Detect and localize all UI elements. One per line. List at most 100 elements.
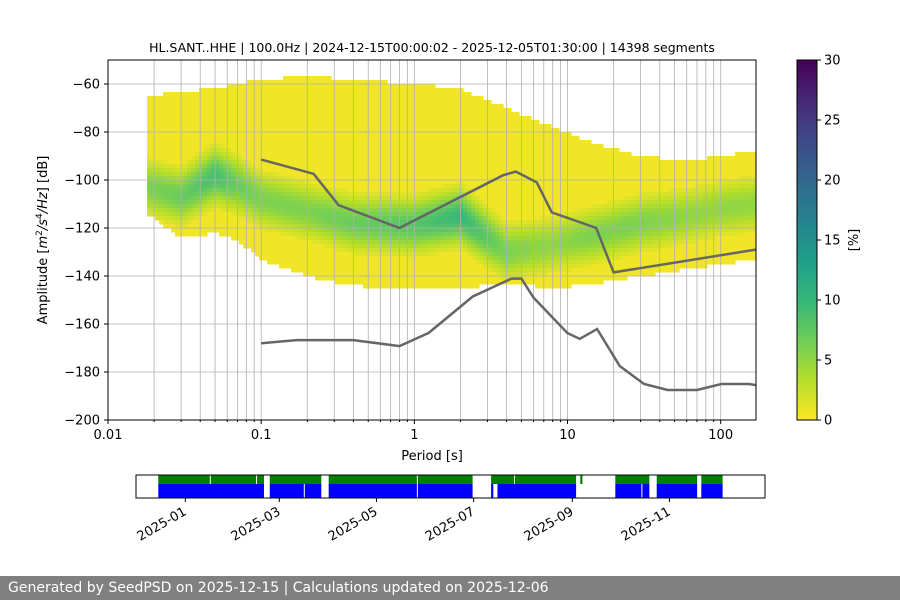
psd-density-cell: [267, 176, 272, 181]
psd-density-cell: [571, 272, 576, 277]
psd-density-cell: [507, 240, 512, 245]
psd-density-cell: [507, 272, 512, 277]
psd-density-cell: [311, 144, 316, 149]
psd-density-cell: [219, 184, 224, 189]
psd-density-cell: [219, 124, 224, 129]
psd-density-cell: [343, 260, 348, 265]
psd-density-cell: [443, 200, 448, 205]
psd-density-cell: [411, 184, 416, 189]
psd-density-cell: [467, 184, 472, 189]
psd-density-cell: [303, 264, 308, 269]
psd-density-cell: [187, 192, 192, 197]
psd-density-cell: [339, 88, 344, 93]
psd-density-cell: [471, 152, 476, 157]
psd-density-cell: [255, 188, 260, 193]
psd-density-cell: [515, 184, 520, 189]
psd-density-cell: [555, 164, 560, 169]
psd-density-cell: [499, 220, 504, 225]
psd-density-cell: [463, 252, 468, 257]
psd-density-cell: [195, 216, 200, 221]
psd-density-cell: [511, 148, 516, 153]
psd-density-cell: [319, 176, 324, 181]
psd-density-cell: [215, 152, 220, 157]
psd-density-cell: [239, 160, 244, 165]
psd-density-cell: [583, 152, 588, 157]
psd-density-cell: [547, 244, 552, 249]
psd-density-cell: [499, 264, 504, 269]
psd-density-cell: [207, 88, 212, 93]
psd-density-cell: [543, 248, 548, 253]
psd-density-cell: [271, 200, 276, 205]
psd-density-cell: [419, 92, 424, 97]
psd-density-cell: [303, 224, 308, 229]
psd-density-cell: [423, 268, 428, 273]
psd-density-cell: [195, 188, 200, 193]
psd-density-cell: [363, 188, 368, 193]
psd-density-cell: [283, 144, 288, 149]
psd-density-cell: [395, 260, 400, 265]
psd-density-cell: [455, 228, 460, 233]
psd-density-cell: [387, 204, 392, 209]
psd-density-cell: [399, 164, 404, 169]
psd-density-cell: [591, 252, 596, 257]
psd-density-cell: [443, 96, 448, 101]
psd-density-cell: [491, 200, 496, 205]
psd-density-cell: [507, 208, 512, 213]
psd-density-cell: [407, 112, 412, 117]
psd-density-cell: [239, 156, 244, 161]
psd-density-cell: [231, 116, 236, 121]
psd-density-cell: [219, 200, 224, 205]
psd-density-cell: [395, 120, 400, 125]
psd-density-cell: [415, 252, 420, 257]
psd-density-cell: [563, 176, 568, 181]
psd-density-cell: [155, 160, 160, 165]
psd-density-cell: [407, 240, 412, 245]
psd-density-cell: [175, 204, 180, 209]
psd-density-cell: [443, 212, 448, 217]
psd-density-cell: [447, 176, 452, 181]
psd-density-cell: [535, 188, 540, 193]
psd-density-cell: [275, 152, 280, 157]
psd-density-cell: [171, 180, 176, 185]
psd-density-cell: [363, 160, 368, 165]
psd-density-cell: [199, 208, 204, 213]
psd-density-cell: [415, 276, 420, 281]
psd-density-cell: [383, 80, 388, 85]
psd-density-cell: [151, 184, 156, 189]
psd-density-cell: [239, 200, 244, 205]
psd-density-cell: [395, 212, 400, 217]
psd-density-cell: [327, 208, 332, 213]
psd-density-cell: [407, 284, 412, 289]
psd-density-cell: [439, 156, 444, 161]
psd-density-cell: [275, 220, 280, 225]
psd-density-cell: [483, 100, 488, 105]
psd-density-cell: [391, 164, 396, 169]
psd-density-cell: [239, 124, 244, 129]
psd-density-cell: [471, 204, 476, 209]
psd-density-cell: [219, 164, 224, 169]
psd-density-cell: [483, 160, 488, 165]
psd-density-cell: [467, 196, 472, 201]
psd-density-cell: [431, 116, 436, 121]
psd-density-cell: [459, 260, 464, 265]
psd-density-cell: [431, 248, 436, 253]
psd-density-cell: [279, 260, 284, 265]
psd-density-cell: [147, 108, 152, 113]
psd-density-cell: [511, 200, 516, 205]
psd-density-cell: [311, 252, 316, 257]
psd-density-cell: [583, 212, 588, 217]
psd-density-cell: [575, 184, 580, 189]
psd-density-cell: [243, 200, 248, 205]
psd-density-cell: [399, 108, 404, 113]
psd-density-cell: [427, 128, 432, 133]
psd-density-cell: [327, 160, 332, 165]
psd-density-cell: [431, 260, 436, 265]
psd-density-cell: [579, 240, 584, 245]
psd-density-cell: [551, 148, 556, 153]
psd-density-cell: [255, 140, 260, 145]
psd-density-cell: [455, 92, 460, 97]
psd-density-cell: [163, 140, 168, 145]
psd-density-cell: [375, 192, 380, 197]
psd-density-cell: [171, 200, 176, 205]
psd-density-cell: [427, 276, 432, 281]
